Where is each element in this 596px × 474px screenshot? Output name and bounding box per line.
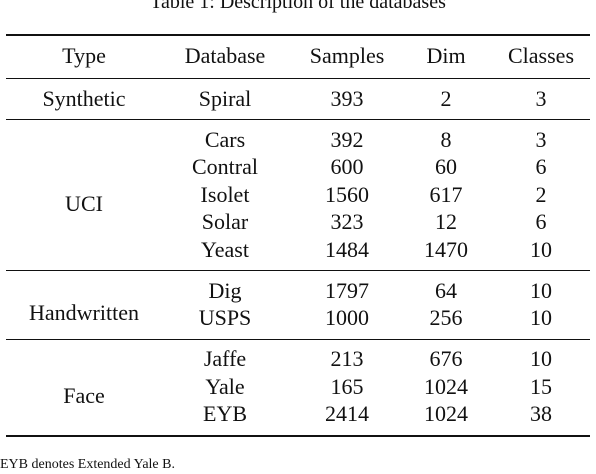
- cell: 64: [435, 277, 457, 303]
- cell: 3: [535, 126, 547, 152]
- table-rule: [6, 78, 590, 79]
- cell: Dig: [208, 277, 242, 303]
- header-cell: Database: [184, 43, 266, 68]
- cell: 6: [535, 154, 547, 179]
- cell: 1560: [325, 181, 369, 207]
- cell: 12: [435, 209, 457, 234]
- group-type: Handwritten: [29, 300, 139, 326]
- footnote: EYB denotes Extended Yale B.: [0, 457, 175, 472]
- header-cell: Classes: [508, 43, 574, 68]
- cell: 213: [330, 346, 364, 371]
- cell: 1024: [424, 373, 468, 399]
- cell: 10: [530, 277, 552, 303]
- cell: Yeast: [201, 236, 249, 262]
- table-rule: [6, 338, 590, 340]
- cell: 1024: [424, 401, 468, 426]
- cell: 1470: [424, 236, 468, 262]
- cell: 617: [429, 181, 463, 207]
- cell: 10: [530, 305, 552, 330]
- table-rule: [6, 270, 590, 271]
- header-cell: Type: [62, 43, 106, 68]
- cell: Solar: [201, 209, 249, 234]
- cell: 1000: [325, 305, 369, 330]
- cell: 1484: [325, 236, 369, 262]
- cell: 393: [330, 85, 364, 111]
- cell: 10: [530, 236, 552, 262]
- cell: 10: [530, 346, 552, 371]
- cell: EYB: [203, 401, 247, 426]
- cell: 165: [330, 373, 364, 399]
- cell: 676: [429, 346, 463, 371]
- table-rule: [6, 34, 590, 36]
- header-cell: Samples: [309, 43, 385, 68]
- cell: 38: [530, 401, 552, 426]
- cell: Yale: [205, 373, 245, 399]
- cell: 1797: [325, 277, 369, 303]
- cell: Spiral: [198, 85, 252, 111]
- table-rule: [6, 119, 590, 120]
- cell: 8: [440, 126, 452, 152]
- cell: 600: [330, 154, 364, 179]
- table-rule: [6, 434, 590, 437]
- cell: 2414: [325, 401, 369, 426]
- group-type: Face: [63, 382, 105, 408]
- group-type: Synthetic: [42, 85, 126, 111]
- cell: 256: [429, 305, 463, 330]
- group-type: UCI: [65, 190, 103, 216]
- cell: Isolet: [200, 181, 250, 207]
- cell: 3: [535, 85, 547, 111]
- cell: 323: [330, 209, 364, 234]
- table-caption: Table 1: Description of the databases: [150, 0, 446, 13]
- cell: 6: [535, 209, 547, 234]
- cell: Jaffe: [203, 346, 247, 371]
- header-cell: Dim: [426, 43, 466, 68]
- cell: 15: [530, 373, 552, 399]
- cell: Cars: [204, 126, 246, 152]
- cell: 2: [440, 85, 452, 111]
- cell: USPS: [198, 305, 252, 330]
- cell: 2: [535, 181, 547, 207]
- cell: Contral: [192, 154, 258, 179]
- cell: 392: [330, 126, 364, 152]
- cell: 60: [435, 154, 457, 179]
